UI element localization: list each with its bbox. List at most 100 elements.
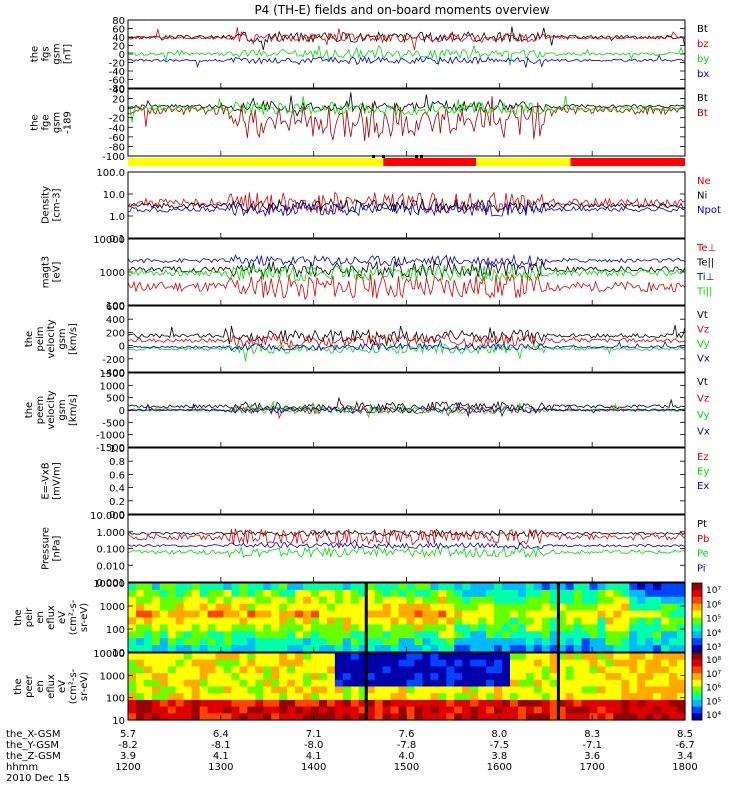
heatmap-cell [311, 693, 320, 701]
heatmap-cell [446, 645, 455, 653]
colorbar-cell [692, 689, 702, 694]
y-tick-label: 1.0 [109, 444, 125, 455]
series-line [127, 253, 686, 268]
heatmap-cell [239, 610, 248, 619]
heatmap-cell [565, 673, 575, 681]
heatmap-cell [183, 653, 193, 661]
y-tick-label: 0.010 [96, 561, 125, 572]
heatmap-cell [382, 659, 392, 667]
heatmap-cell [287, 631, 296, 639]
x-tick-value: 7.6 [399, 729, 415, 740]
y-axis-label: peer [24, 674, 35, 698]
heatmap-cell [318, 693, 328, 701]
heatmap-cell [430, 603, 439, 612]
heatmap-cell [366, 679, 376, 688]
heatmap-cell [183, 631, 193, 639]
heatmap-cell [541, 596, 551, 605]
y-tick-label: 10 [112, 716, 125, 727]
y-axis-label: the [24, 402, 35, 418]
heatmap-cell [326, 624, 336, 632]
heatmap-cell [573, 645, 583, 653]
y-tick-label: 100.0 [96, 168, 125, 179]
heatmap-cell [406, 686, 416, 694]
series-line [127, 541, 686, 550]
heatmap-cell [629, 673, 638, 681]
heatmap-cell [486, 686, 495, 694]
heatmap-cell [637, 631, 646, 639]
heatmap-cell [350, 638, 360, 646]
heatmap-cell [255, 617, 264, 625]
heatmap-cell [557, 596, 567, 605]
heatmap-cell [501, 659, 511, 667]
heatmap-cell [677, 610, 686, 619]
heatmap-cell [677, 631, 686, 639]
colorbar-frame [691, 652, 703, 721]
heatmap-cell [247, 706, 256, 714]
heatmap-cell [557, 638, 567, 646]
heatmap-cell [374, 659, 384, 667]
heatmap-cell [589, 631, 599, 639]
heatmap-cell [191, 610, 201, 619]
heatmap-cell [390, 631, 400, 639]
heatmap-cell [517, 589, 527, 598]
heatmap-cell [597, 699, 607, 708]
heatmap-cell [645, 666, 654, 674]
heatmap-cell [509, 713, 519, 721]
colorbar-cell [692, 641, 702, 646]
heatmap-cell [398, 617, 408, 625]
heatmap-cell [549, 617, 559, 625]
heatmap-cell [342, 631, 352, 639]
heatmap-cell [438, 638, 447, 646]
heatmap-cell [462, 617, 471, 625]
colorbar-cell [692, 686, 702, 691]
heatmap-cell [653, 617, 662, 625]
heatmap-cell [303, 638, 312, 646]
heatmap-cell [541, 589, 551, 598]
heatmap-cell [207, 645, 217, 653]
heatmap-cell [263, 638, 272, 646]
heatmap-cell [215, 706, 225, 714]
heatmap-cell [303, 686, 312, 694]
heatmap-cell [239, 645, 248, 653]
heatmap-cell [454, 653, 463, 661]
heatmap-cell [621, 673, 630, 681]
heatmap-cell [462, 679, 471, 688]
heatmap-cell [191, 679, 201, 688]
heatmap-cell [303, 673, 312, 681]
legend-label: Bt [697, 93, 708, 104]
colorbar-label: 10⁸ [706, 656, 721, 666]
heatmap-cell [342, 659, 352, 667]
series-group [127, 253, 686, 300]
heatmap-cell [143, 645, 153, 653]
heatmap-cell [135, 596, 145, 605]
heatmap-cell [565, 659, 575, 667]
heatmap-cell [311, 645, 320, 653]
heatmap-cell [350, 603, 360, 612]
series-line [127, 44, 686, 66]
heatmap-gap [556, 653, 560, 720]
heatmap-cell [629, 686, 638, 694]
heatmap-cell [438, 596, 447, 605]
heatmap-cell [342, 713, 352, 721]
heatmap-cell [390, 686, 400, 694]
heatmap-cell [223, 713, 233, 721]
heatmap-cell [382, 673, 392, 681]
heatmap-cell [470, 686, 479, 694]
heatmap-cell [135, 638, 145, 646]
heatmap-cell [414, 673, 424, 681]
heatmap-cell [645, 603, 654, 612]
y-axis-label: [km/s] [68, 323, 79, 355]
heatmap-cell [215, 624, 225, 632]
heatmap-cell [350, 596, 360, 605]
heatmap-cell [199, 693, 209, 701]
heatmap-cell [255, 706, 264, 714]
heatmap-cell [677, 638, 686, 646]
heatmap-cell [557, 659, 567, 667]
heatmap-cell [653, 659, 662, 667]
heatmap-cell [287, 610, 296, 619]
legend-label: Ez [697, 452, 709, 463]
heatmap-cell [446, 659, 455, 667]
heatmap-cell [541, 653, 551, 661]
heatmap-cell [645, 638, 654, 646]
heatmap-cell [525, 617, 535, 625]
